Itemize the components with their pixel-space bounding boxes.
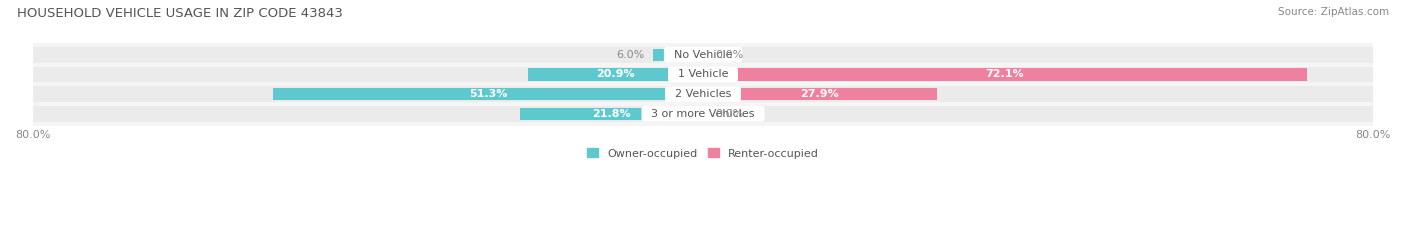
- Bar: [703, 88, 936, 100]
- Bar: [703, 68, 1308, 81]
- Bar: [32, 67, 1374, 82]
- Text: 0.0%: 0.0%: [716, 109, 744, 119]
- Text: 1 Vehicle: 1 Vehicle: [671, 69, 735, 79]
- Text: HOUSEHOLD VEHICLE USAGE IN ZIP CODE 43843: HOUSEHOLD VEHICLE USAGE IN ZIP CODE 4384…: [17, 7, 343, 20]
- Text: No Vehicle: No Vehicle: [666, 50, 740, 60]
- Bar: [32, 106, 1374, 122]
- Text: 2 Vehicles: 2 Vehicles: [668, 89, 738, 99]
- Bar: [652, 49, 703, 61]
- Text: 27.9%: 27.9%: [800, 89, 839, 99]
- Text: 6.0%: 6.0%: [616, 50, 644, 60]
- Text: 21.8%: 21.8%: [592, 109, 631, 119]
- Bar: [32, 47, 1374, 63]
- Text: Source: ZipAtlas.com: Source: ZipAtlas.com: [1278, 7, 1389, 17]
- Text: 72.1%: 72.1%: [986, 69, 1025, 79]
- Text: 20.9%: 20.9%: [596, 69, 634, 79]
- Bar: [273, 88, 703, 100]
- Text: 3 or more Vehicles: 3 or more Vehicles: [644, 109, 762, 119]
- Bar: [527, 68, 703, 81]
- Text: 0.0%: 0.0%: [716, 50, 744, 60]
- Bar: [520, 108, 703, 120]
- Bar: [32, 86, 1374, 102]
- Legend: Owner-occupied, Renter-occupied: Owner-occupied, Renter-occupied: [582, 144, 824, 163]
- Text: 51.3%: 51.3%: [468, 89, 508, 99]
